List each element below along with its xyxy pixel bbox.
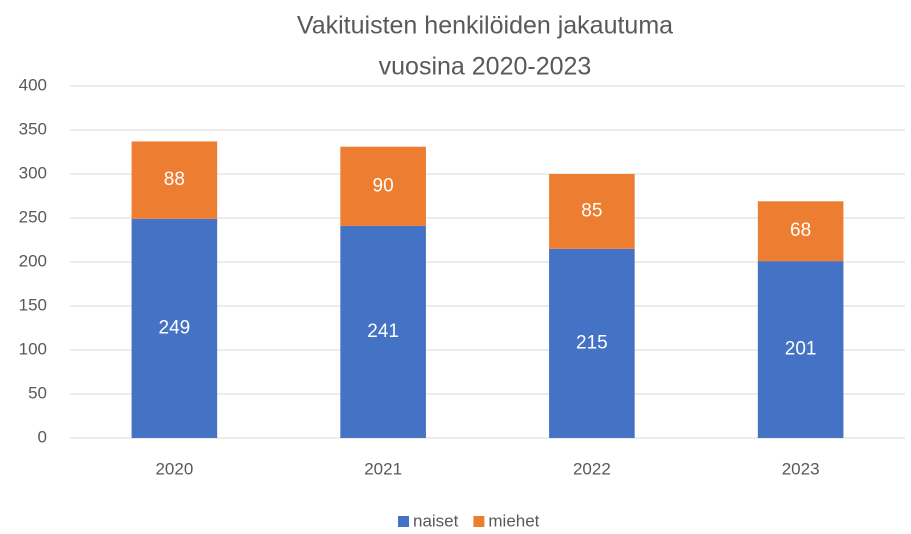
data-label: 215 xyxy=(576,332,608,353)
legend-label: miehet xyxy=(488,511,539,530)
bar-segment xyxy=(340,146,426,226)
legend-swatch xyxy=(473,516,485,527)
bar-segment xyxy=(549,174,635,249)
y-tick-label: 150 xyxy=(19,295,47,314)
data-label: 201 xyxy=(785,339,817,360)
y-tick-label: 400 xyxy=(19,75,47,94)
y-tick-label: 200 xyxy=(19,251,47,270)
y-tick-label: 50 xyxy=(28,383,47,402)
x-tick-label: 2021 xyxy=(364,459,402,478)
x-tick-label: 2023 xyxy=(782,459,820,478)
y-tick-label: 0 xyxy=(38,427,47,446)
y-tick-label: 250 xyxy=(19,207,47,226)
bar-segment xyxy=(757,261,844,438)
y-tick-label: 350 xyxy=(19,119,47,138)
data-label: 241 xyxy=(367,321,399,342)
data-label: 249 xyxy=(159,317,191,338)
bar-segment xyxy=(131,141,218,219)
y-tick-label: 300 xyxy=(19,163,47,182)
bar-segment xyxy=(131,218,218,438)
x-tick-label: 2022 xyxy=(573,459,611,478)
legend-label: naiset xyxy=(413,511,459,530)
x-tick-label: 2020 xyxy=(155,459,193,478)
data-label: 68 xyxy=(790,220,811,241)
legend-swatch xyxy=(398,516,409,527)
bar-segment xyxy=(340,225,426,438)
data-label: 90 xyxy=(373,175,394,196)
chart-title: Vakituisten henkilöiden jakautuma xyxy=(297,12,673,40)
y-tick-label: 100 xyxy=(19,339,47,358)
bar-segment xyxy=(757,201,844,262)
chart-title: vuosina 2020-2023 xyxy=(379,53,592,81)
bar-segment xyxy=(549,248,635,438)
data-label: 85 xyxy=(581,200,602,221)
data-label: 88 xyxy=(164,169,185,190)
